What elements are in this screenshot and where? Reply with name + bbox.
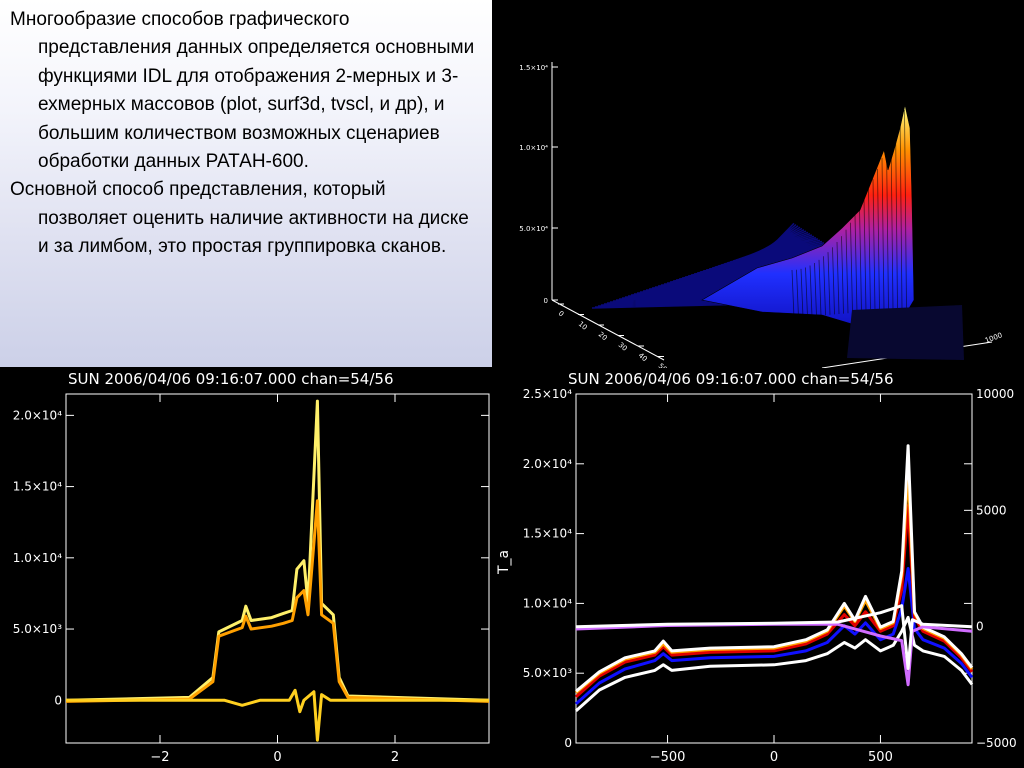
y-tick-label: 5.0×10³ [13, 622, 62, 636]
y-tick-label: 0 [557, 309, 566, 318]
series-line [65, 499, 490, 703]
z-tick-label: 0 [544, 297, 548, 305]
z-tick-label: 1.0×10⁴ [519, 144, 548, 152]
x-tick-label: 0 [770, 750, 778, 765]
plot-title: SUN 2006/04/06 09:16:07.000 chan=54/56 [568, 370, 894, 388]
plot-series [65, 399, 490, 742]
surface-mesh-lines [791, 109, 907, 319]
y-tick-label: 2.0×10⁴ [13, 408, 62, 422]
plot-title: SUN 2006/04/06 09:16:07.000 chan=54/56 [68, 370, 394, 388]
y2-tick-label: 5000 [976, 503, 1007, 517]
plot-axes: 0 5.0×10³ 1.0×10⁴ 1.5×10⁴ 2.0×10⁴ 2.5×10⁴ −500… [523, 387, 1017, 765]
series-line [575, 567, 974, 706]
y-axis [551, 299, 665, 361]
y-tick-label: 0 [564, 736, 572, 750]
z-tick-label: 1.5×10⁴ [519, 64, 548, 72]
y2-tick-label: −5000 [976, 736, 1017, 750]
description-panel: Многообразие способов графического предс… [0, 0, 492, 367]
y-tick-label: 2.5×10⁴ [523, 387, 572, 401]
plot-frame [65, 393, 490, 744]
surface-mesh [591, 104, 964, 360]
surface-base [847, 305, 964, 360]
y-tick-label: 2.0×10⁴ [523, 457, 572, 471]
z-tick-label: 5.0×10⁴ [519, 225, 548, 233]
series-line [65, 399, 490, 702]
y-tick-label: 1.0×10⁴ [13, 551, 62, 565]
plot-axes: 0 5.0×10³ 1.0×10⁴ 1.5×10⁴ 2.0×10⁴ −2 0 2 [13, 393, 490, 765]
x-tick-label: 2 [391, 750, 399, 765]
series-line [575, 615, 974, 713]
y-tick-label: 0 [54, 693, 62, 707]
x-tick-label: −500 [650, 750, 686, 765]
plot-series [575, 444, 974, 713]
y2-tick-label: 0 [976, 620, 984, 634]
y-tick-label: 40 [637, 351, 649, 363]
series-line [66, 688, 489, 742]
x-tick-label: 0 [273, 750, 281, 765]
y2-tick-label: 10000 [976, 387, 1014, 401]
y-tick-label: 50 [657, 362, 669, 368]
scan-plot-left: SUN 2006/04/06 09:16:07.000 chan=54/56 0… [13, 370, 490, 765]
scan-plot-right: SUN 2006/04/06 09:16:07.000 chan=54/56 T… [496, 370, 1017, 765]
description-paragraph: Многообразие способов графического предс… [10, 9, 475, 173]
y-tick-label: 20 [597, 330, 609, 342]
description-paragraph: Основной способ представления, который п… [10, 179, 469, 258]
y-tick-label: 1.5×10⁴ [13, 480, 62, 494]
series-line [575, 444, 974, 693]
x-tick-label: 1000 [984, 331, 1003, 345]
surface-peak [701, 104, 915, 331]
y-tick-label: 10 [577, 320, 589, 332]
series-line [575, 604, 973, 670]
x-tick-label: −2 [150, 750, 169, 765]
y-tick-label: 30 [617, 341, 629, 353]
y-axis-label: T_a [496, 550, 512, 575]
x-tick-label: 500 [868, 750, 893, 765]
y-tick-label: 5.0×10³ [523, 666, 572, 680]
y-tick-label: 1.5×10⁴ [523, 527, 572, 541]
y-tick-label: 1.0×10⁴ [523, 596, 572, 610]
